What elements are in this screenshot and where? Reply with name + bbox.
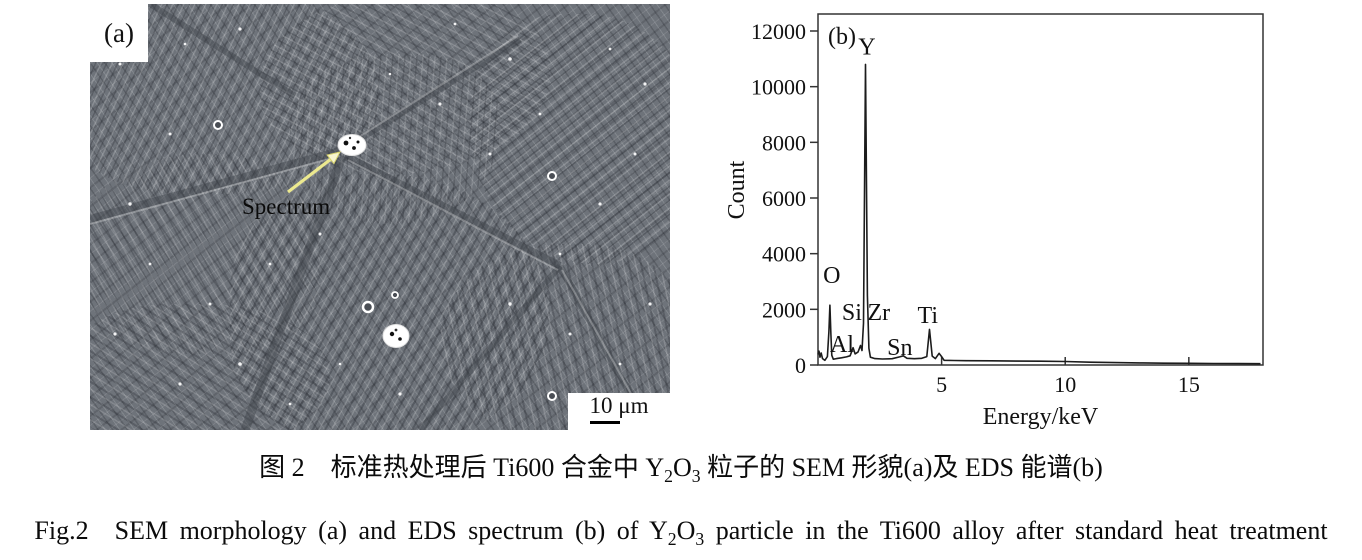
spectrum-annotation-label: Spectrum xyxy=(242,194,331,219)
x-tick-label: 10 xyxy=(1054,372,1076,397)
y-tick-label: 0 xyxy=(795,353,806,378)
bright-specks xyxy=(113,22,652,406)
x-axis-title: Energy/keV xyxy=(983,404,1099,430)
eds-curve xyxy=(817,63,1261,365)
scale-bar-label: 10 μm xyxy=(589,393,649,418)
y-tick-label: 10000 xyxy=(751,75,806,100)
panel-a-label: (a) xyxy=(104,17,134,48)
sem-annotations-overlay xyxy=(90,4,654,430)
ring-pores xyxy=(213,120,557,401)
peak-label-si: Si xyxy=(842,300,862,326)
peak-label-sn: Sn xyxy=(887,335,912,361)
scale-bar-box: 10 μm xyxy=(568,393,670,430)
dark-lath-bands xyxy=(90,4,654,430)
y-tick-label: 12000 xyxy=(751,19,806,44)
panel-b-label: (b) xyxy=(828,24,856,50)
y-tick-label: 4000 xyxy=(762,242,806,267)
x-tick-label: 15 xyxy=(1178,372,1200,397)
y2o3-particle-second xyxy=(382,324,410,348)
scale-bar-line xyxy=(590,421,620,424)
eds-spectrum-chart: 0 2000 4000 6000 8000 10000 12000 5 10 15 Y OSi Al Zr… xyxy=(724,13,1264,430)
caption-english: Fig.2 SEM morphology (a) and EDS spectru… xyxy=(34,516,1328,550)
peak-label-ti: Ti xyxy=(918,303,939,329)
spectrum-arrow xyxy=(287,151,341,194)
plot-frame xyxy=(817,13,1264,366)
y-tick-label: 8000 xyxy=(762,130,806,155)
y-tick-label: 6000 xyxy=(762,186,806,211)
panel-a-label-box: (a) xyxy=(90,4,148,62)
y2o3-particle-spectrum xyxy=(337,134,367,156)
x-tick-label: 5 xyxy=(936,372,947,397)
peak-label-al: Al xyxy=(830,332,854,358)
peak-label-o: O xyxy=(823,263,840,289)
peak-label-y: Y xyxy=(858,35,875,61)
sem-micrograph-panel: (a) Spectrum 10 μm xyxy=(90,4,670,430)
light-streaks xyxy=(90,35,649,425)
peak-label-zr: Zr xyxy=(867,300,890,326)
caption-chinese: 图 2 标准热处理后 Ti600 合金中 Y2O3 粒子的 SEM 形貌(a)及… xyxy=(259,453,1103,487)
y-axis-title: Count xyxy=(724,160,750,219)
y-tick-label: 2000 xyxy=(762,297,806,322)
